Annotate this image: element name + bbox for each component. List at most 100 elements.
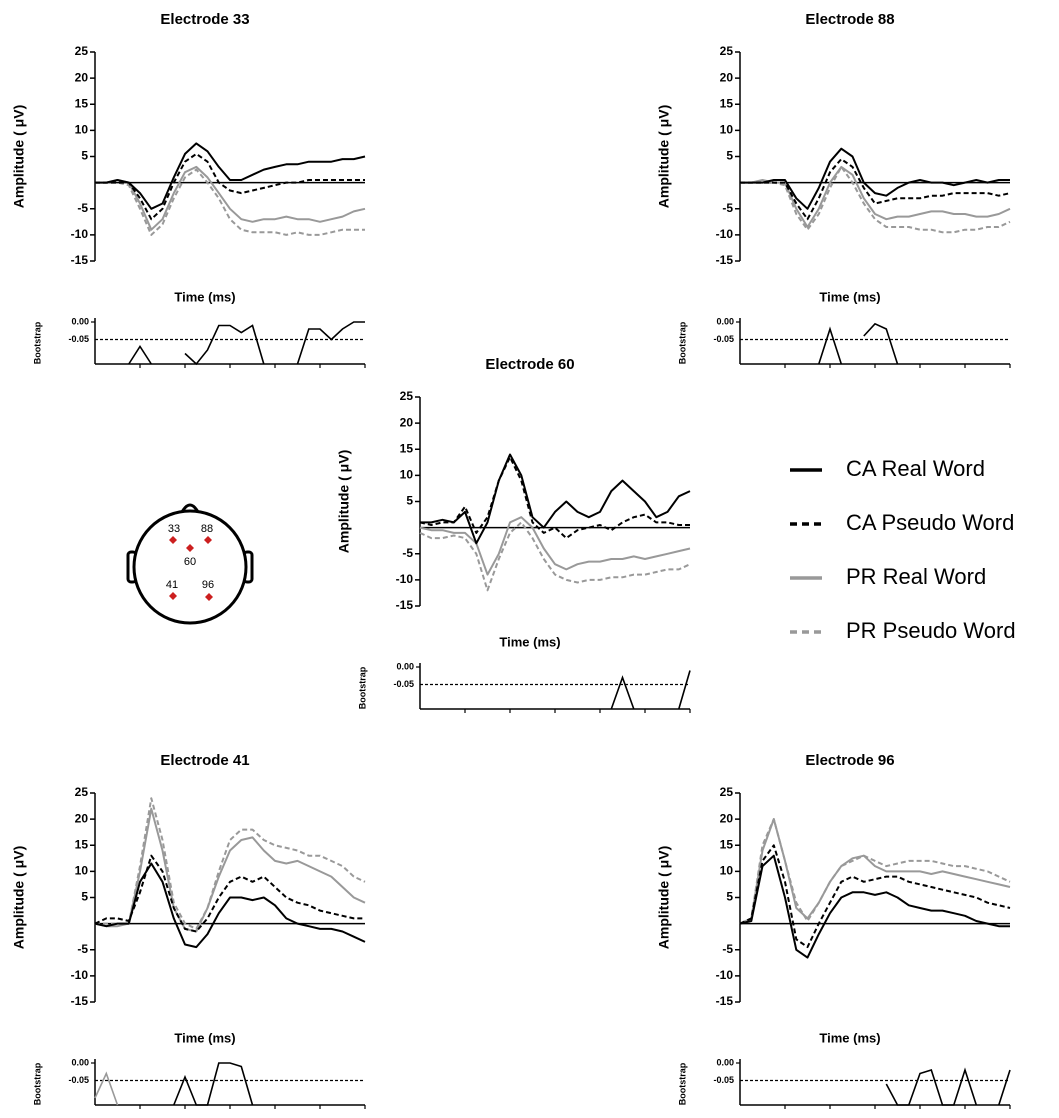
electrode-label: 33 bbox=[168, 523, 180, 535]
y-tick-label: -5 bbox=[722, 942, 733, 956]
x-axis-label: Time (ms) bbox=[174, 1030, 235, 1045]
y-tick-label: 25 bbox=[720, 785, 734, 799]
y-tick-label: -10 bbox=[71, 227, 89, 241]
bootstrap-tick-label: 0.00 bbox=[71, 316, 89, 326]
bootstrap-tick-label: -0.05 bbox=[713, 1075, 734, 1085]
panel-title: Electrode 41 bbox=[160, 752, 249, 769]
electrode-marker bbox=[186, 544, 194, 552]
panel: Electrode 41 Amplitude ( μV) Time (ms) -15 -… bbox=[11, 752, 366, 1109]
bootstrap-tick-label: 0.00 bbox=[716, 316, 734, 326]
bootstrap-line bbox=[885, 1067, 1011, 1106]
panel: Electrode 96 Amplitude ( μV) Time (ms) -15 -… bbox=[656, 752, 1011, 1109]
line-series bbox=[740, 147, 1010, 210]
y-tick-label: 10 bbox=[720, 123, 734, 137]
y-tick-label: -10 bbox=[396, 572, 414, 586]
y-tick-label: -15 bbox=[396, 598, 414, 612]
line-series bbox=[739, 818, 1011, 925]
y-axis-label: Amplitude ( μV) bbox=[11, 846, 27, 949]
panel-title: Electrode 88 bbox=[805, 11, 894, 28]
line-series bbox=[419, 456, 690, 540]
y-tick-label: -5 bbox=[77, 201, 88, 215]
y-tick-label: -15 bbox=[71, 253, 89, 267]
panel: Electrode 88 Amplitude ( μV) Time (ms) -15 -… bbox=[656, 11, 1011, 368]
electrode-marker bbox=[169, 536, 177, 544]
bootstrap-y-label: Bootstrap bbox=[32, 1062, 42, 1105]
y-tick-label: -5 bbox=[402, 546, 413, 560]
y-tick-label: 5 bbox=[726, 890, 733, 904]
panel-title: Electrode 96 bbox=[805, 752, 894, 769]
y-tick-label: 5 bbox=[406, 494, 413, 508]
y-tick-label: 5 bbox=[81, 890, 88, 904]
x-axis-label: Time (ms) bbox=[174, 289, 235, 304]
y-tick-label: 10 bbox=[75, 123, 89, 137]
y-tick-label: 15 bbox=[720, 837, 734, 851]
bootstrap-line bbox=[173, 1062, 254, 1106]
panel: Electrode 60 Amplitude ( μV) Time (ms) -15 -… bbox=[336, 356, 691, 713]
legend-label: CA Real Word bbox=[846, 456, 985, 481]
y-axis-label: Amplitude ( μV) bbox=[656, 105, 672, 208]
line-series bbox=[419, 516, 691, 576]
bootstrap-tick-label: -0.05 bbox=[68, 334, 89, 344]
y-tick-label: 10 bbox=[720, 864, 734, 878]
x-axis-label: Time (ms) bbox=[499, 634, 560, 649]
y-axis-label: Amplitude ( μV) bbox=[11, 105, 27, 208]
legend-label: PR Real Word bbox=[846, 564, 986, 589]
y-tick-label: 5 bbox=[81, 149, 88, 163]
y-tick-label: 25 bbox=[400, 389, 414, 403]
bootstrap-y-label: Bootstrap bbox=[677, 321, 687, 364]
line-series bbox=[95, 165, 366, 231]
y-tick-label: 15 bbox=[75, 96, 89, 110]
bootstrap-line bbox=[818, 322, 899, 365]
bootstrap-tick-label: 0.00 bbox=[71, 1057, 89, 1067]
y-tick-label: 20 bbox=[720, 70, 734, 84]
bootstrap-line bbox=[610, 670, 691, 710]
y-tick-label: 10 bbox=[75, 864, 89, 878]
y-tick-label: -5 bbox=[77, 942, 88, 956]
y-tick-label: -5 bbox=[722, 201, 733, 215]
bootstrap-tick-label: -0.05 bbox=[713, 334, 734, 344]
line-series bbox=[739, 854, 1010, 959]
line-series bbox=[95, 797, 366, 930]
y-tick-label: 5 bbox=[726, 149, 733, 163]
electrode-marker bbox=[205, 593, 213, 601]
head-diagram bbox=[126, 503, 254, 625]
bootstrap-tick-label: 0.00 bbox=[716, 1057, 734, 1067]
bootstrap-line bbox=[94, 1071, 119, 1106]
bootstrap-line bbox=[128, 321, 365, 366]
line-series bbox=[740, 158, 1011, 221]
bootstrap-tick-label: -0.05 bbox=[393, 679, 414, 689]
line-series bbox=[739, 818, 1011, 925]
line-series bbox=[740, 165, 1011, 234]
y-tick-label: -10 bbox=[71, 968, 89, 982]
y-axis-label: Amplitude ( μV) bbox=[336, 450, 352, 553]
y-tick-label: 10 bbox=[400, 468, 414, 482]
y-tick-label: -10 bbox=[716, 227, 734, 241]
legend-label: PR Pseudo Word bbox=[846, 618, 1016, 643]
y-tick-label: 25 bbox=[75, 44, 89, 58]
electrode-label: 41 bbox=[166, 579, 178, 591]
x-axis-label: Time (ms) bbox=[819, 289, 880, 304]
line-series bbox=[95, 142, 366, 210]
bootstrap-tick-label: 0.00 bbox=[396, 661, 414, 671]
y-tick-label: -10 bbox=[716, 968, 734, 982]
line-series bbox=[95, 152, 365, 221]
bootstrap-y-label: Bootstrap bbox=[677, 1062, 687, 1105]
line-series bbox=[420, 453, 691, 545]
electrode-marker bbox=[204, 536, 212, 544]
y-tick-label: -15 bbox=[71, 994, 89, 1008]
y-tick-label: 15 bbox=[75, 837, 89, 851]
y-tick-label: 25 bbox=[75, 785, 89, 799]
electrode-label: 96 bbox=[202, 579, 214, 591]
line-series bbox=[94, 854, 365, 933]
bootstrap-tick-label: -0.05 bbox=[68, 1075, 89, 1085]
line-series bbox=[95, 168, 365, 236]
y-tick-label: 20 bbox=[75, 70, 89, 84]
panel: Electrode 33 Amplitude ( μV) Time (ms) -15 -… bbox=[11, 11, 366, 368]
line-series bbox=[94, 862, 366, 949]
y-tick-label: 20 bbox=[400, 415, 414, 429]
line-series bbox=[739, 844, 1011, 949]
panel-title: Electrode 33 bbox=[160, 11, 249, 28]
y-tick-label: 20 bbox=[720, 811, 734, 825]
line-series bbox=[419, 521, 691, 592]
